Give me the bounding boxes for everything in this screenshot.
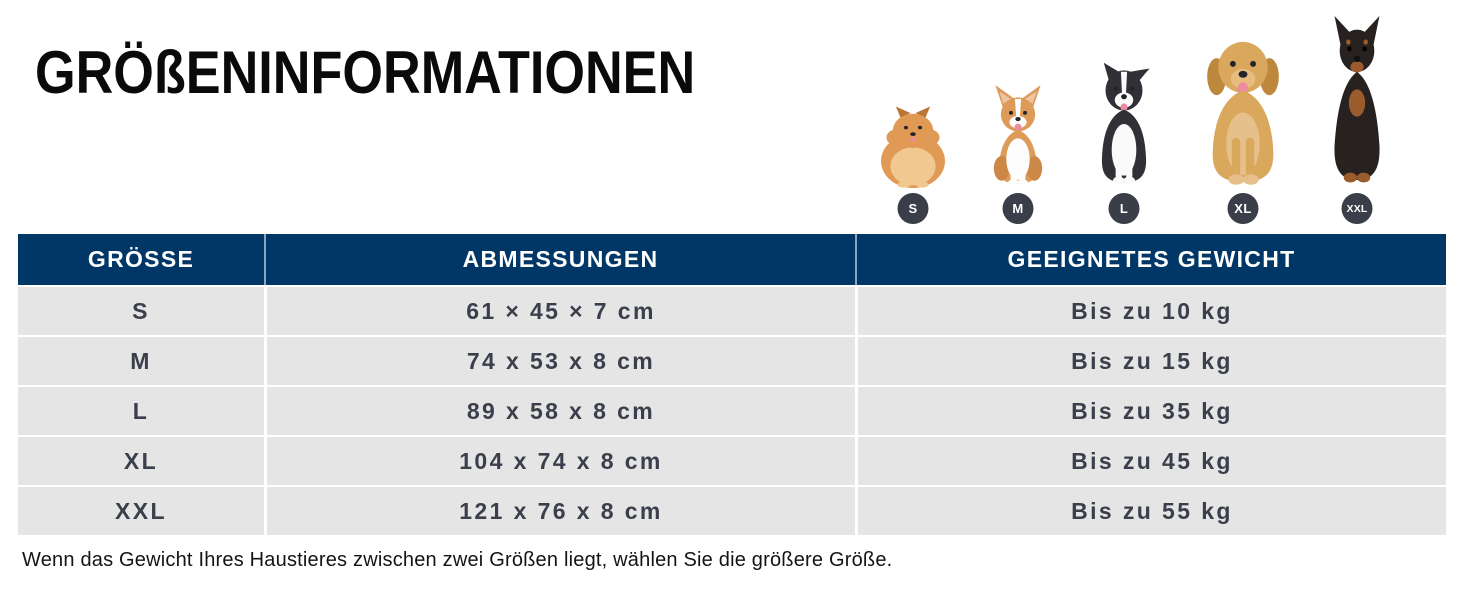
table-row-m: M 74 x 53 x 8 cm Bis zu 15 kg xyxy=(18,337,1446,385)
cell-size: M xyxy=(130,347,152,374)
header-cell-dimensions: ABMESSUNGEN xyxy=(264,234,855,285)
cell-weight: Bis zu 15 kg xyxy=(855,337,1446,385)
dog-figure-border-collie: L xyxy=(1080,56,1168,224)
size-badge-s: S xyxy=(897,193,929,224)
cell-dimensions: 121 x 76 x 8 cm xyxy=(264,487,855,535)
cell-size: L xyxy=(132,397,150,424)
cell-dimensions: 61 × 45 × 7 cm xyxy=(264,287,855,335)
page-title: GRÖßENINFORMATIONEN xyxy=(35,39,696,106)
cell-dimensions: 89 x 58 x 8 cm xyxy=(264,387,855,435)
table-row-l: L 89 x 58 x 8 cm Bis zu 35 kg xyxy=(18,387,1446,435)
table-row-xl: XL 104 x 74 x 8 cm Bis zu 45 kg xyxy=(18,437,1446,485)
dog-figure-doberman: XXL xyxy=(1306,16,1408,224)
dog-figure-golden-retriever: XL xyxy=(1187,28,1299,224)
cell-weight: Bis zu 45 kg xyxy=(855,437,1446,485)
dog-figure-pomeranian: S xyxy=(874,98,952,224)
header-cell-size: GRÖSSE xyxy=(87,246,195,272)
cell-weight: Bis zu 35 kg xyxy=(855,387,1446,435)
footnote: Wenn das Gewicht Ihres Haustieres zwisch… xyxy=(22,549,893,571)
doberman-dog-image xyxy=(1306,16,1408,190)
table-row-xxl: XXL 121 x 76 x 8 cm Bis zu 55 kg xyxy=(18,487,1446,535)
cell-dimensions: 74 x 53 x 8 cm xyxy=(264,337,855,385)
size-badge-l: L xyxy=(1108,193,1140,224)
size-badge-xl: XL xyxy=(1227,193,1259,224)
dog-figure-corgi: M xyxy=(979,82,1057,224)
cell-size: XL xyxy=(123,447,159,474)
cell-size: S xyxy=(132,297,150,324)
header-cell-weight: GEEIGNETES GEWICHT xyxy=(855,234,1446,285)
cell-weight: Bis zu 10 kg xyxy=(855,287,1446,335)
cell-dimensions: 104 x 74 x 8 cm xyxy=(264,437,855,485)
pomeranian-dog-image xyxy=(874,98,952,190)
size-table-header-row: GRÖSSE ABMESSUNGEN GEEIGNETES GEWICHT xyxy=(18,234,1446,285)
table-row-s: S 61 × 45 × 7 cm Bis zu 10 kg xyxy=(18,287,1446,335)
size-badge-xxl: XXL xyxy=(1341,193,1373,224)
cell-size: XXL xyxy=(115,497,167,524)
golden-retriever-dog-image xyxy=(1187,28,1299,190)
corgi-dog-image xyxy=(979,82,1057,190)
size-table: GRÖSSE ABMESSUNGEN GEEIGNETES GEWICHT S … xyxy=(18,234,1446,535)
size-badge-m: M xyxy=(1002,193,1034,224)
border-collie-dog-image xyxy=(1080,56,1168,190)
cell-weight: Bis zu 55 kg xyxy=(855,487,1446,535)
